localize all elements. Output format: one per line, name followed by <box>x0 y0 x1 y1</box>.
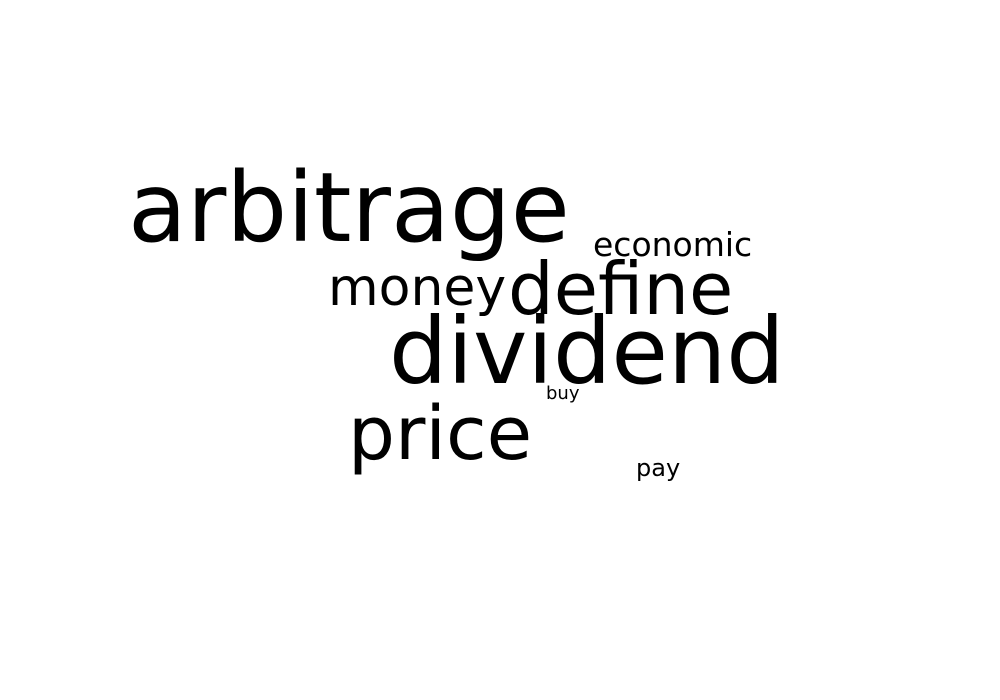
word-pay: pay <box>636 454 681 482</box>
word-arbitrage: arbitrage <box>128 152 570 264</box>
word-buy: buy <box>546 383 580 404</box>
word-dividend: dividend <box>389 298 785 405</box>
word-economic: economic <box>593 225 753 264</box>
word-money: money <box>328 258 507 318</box>
word-price: price <box>348 391 533 477</box>
word-define: define <box>508 247 734 331</box>
